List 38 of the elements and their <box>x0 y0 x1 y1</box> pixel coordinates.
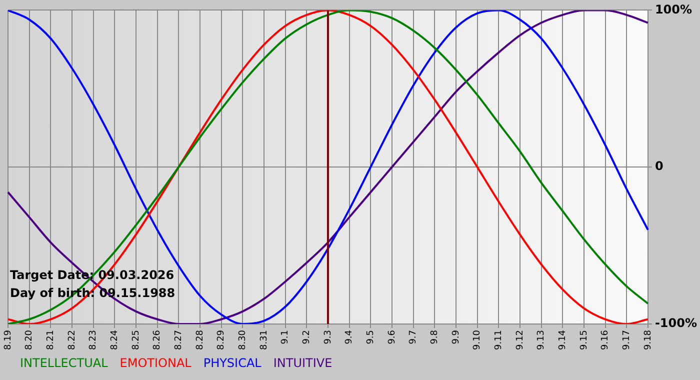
x-tick-label: 9.15 <box>579 330 590 350</box>
y-tick-label: 0 <box>654 159 664 174</box>
x-tick-label: 8.25 <box>131 330 142 350</box>
x-tick-label: 9.6 <box>387 330 398 344</box>
x-tick-label: 8.31 <box>259 330 270 350</box>
text: PHYSICAL <box>203 356 262 370</box>
x-tick-label: 8.30 <box>238 330 248 350</box>
x-tick-label: 8.27 <box>174 330 184 350</box>
x-tick-label: 9.12 <box>515 330 526 350</box>
x-tick-label: 9.5 <box>366 330 376 344</box>
x-tick-label: 9.18 <box>643 330 654 350</box>
y-tick-label: -100% <box>654 316 698 330</box>
x-tick-label: 8.26 <box>152 330 163 350</box>
x-tick-label: 9.1 <box>280 330 291 344</box>
x-tick-label: 9.17 <box>622 330 632 350</box>
x-tick-label: 9.7 <box>408 330 419 344</box>
x-tick-label: 8.19 <box>3 330 14 350</box>
text: INTELLECTUAL <box>20 356 108 370</box>
x-tick-label: 9.14 <box>558 330 568 350</box>
x-tick-label: 8.20 <box>24 330 35 350</box>
y-tick-label: 100% <box>654 2 692 16</box>
x-tick-label: 8.22 <box>67 330 78 350</box>
x-tick-label: 8.24 <box>110 330 120 350</box>
x-tick-label: 9.4 <box>344 330 355 344</box>
x-tick-label: 9.11 <box>494 330 504 350</box>
x-tick-label: 9.8 <box>430 330 440 344</box>
x-tick-label: 8.23 <box>88 330 99 350</box>
x-tick-label: 8.29 <box>216 330 227 350</box>
x-tick-label: 9.3 <box>323 330 334 344</box>
x-tick-label: 9.16 <box>600 330 611 350</box>
x-tick-label: 9.2 <box>302 330 312 344</box>
x-tick-label: 9.9 <box>451 330 462 344</box>
text: EMOTIONAL <box>120 356 192 370</box>
text: INTUITIVE <box>273 356 332 370</box>
x-tick-label: 9.10 <box>472 330 483 350</box>
x-tick-label: 9.13 <box>536 330 547 350</box>
x-tick-label: 8.21 <box>46 330 56 350</box>
x-tick-label: 8.28 <box>195 330 206 350</box>
